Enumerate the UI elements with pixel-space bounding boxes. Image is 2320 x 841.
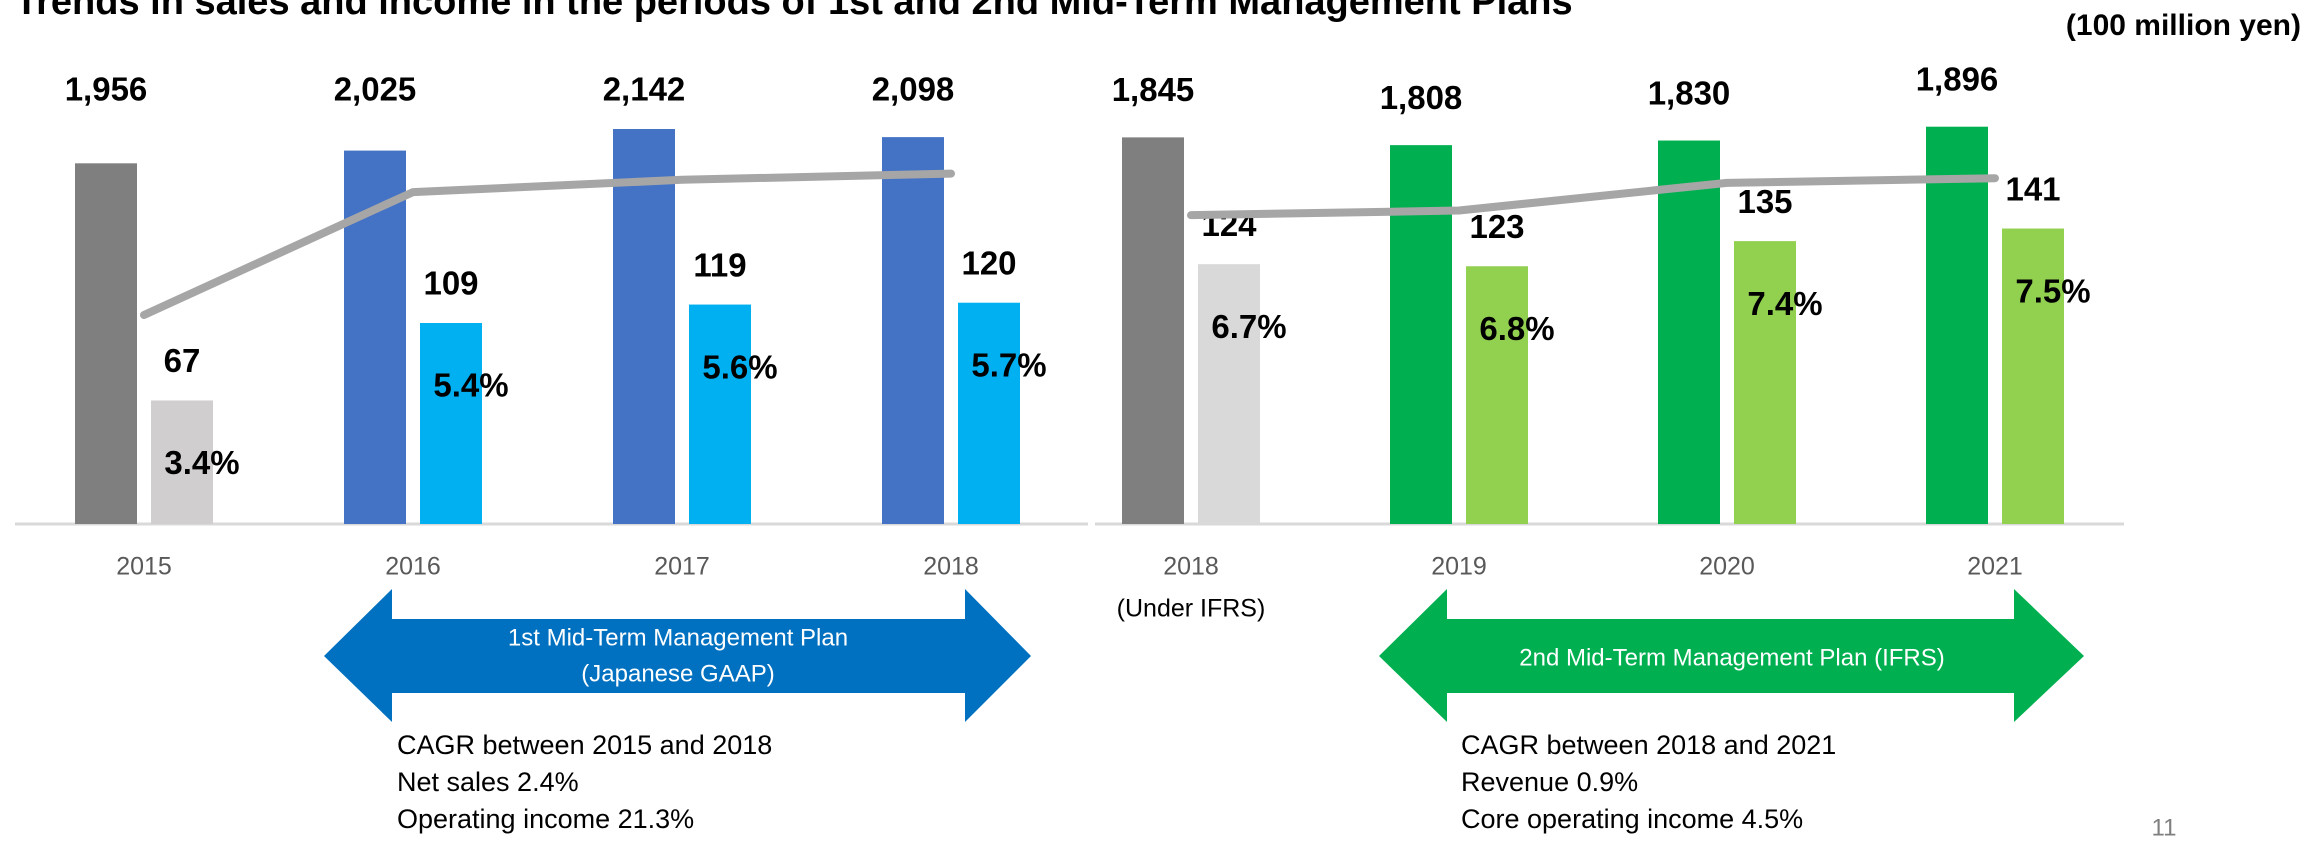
margin-label: 3.4% <box>164 444 239 481</box>
x-tick-label: 2017 <box>654 553 710 581</box>
bar-value-label: 2,142 <box>603 71 686 108</box>
bar <box>1658 140 1720 525</box>
unit-label: (100 million yen) <box>2066 9 2301 42</box>
x-tick-label: 2019 <box>1431 553 1487 581</box>
x-tick-label: 2020 <box>1699 553 1755 581</box>
plan-arrow <box>1379 589 2084 722</box>
bar-value-label: 119 <box>693 246 746 283</box>
bar-value-label: 1,896 <box>1916 60 1999 97</box>
margin-label: 6.8% <box>1479 310 1554 347</box>
bar <box>2002 228 2064 525</box>
bar <box>613 129 675 524</box>
bar <box>1466 266 1528 524</box>
bar <box>1390 145 1452 524</box>
margin-label: 5.6% <box>702 348 777 385</box>
plan-note: Revenue 0.9% <box>1461 767 1638 797</box>
x-tick-label: 2016 <box>385 553 441 581</box>
bar-value-label: 123 <box>1469 208 1524 245</box>
x-tick-label: 2015 <box>116 553 172 581</box>
plan-note: Operating income 21.3% <box>397 804 694 834</box>
margin-label: 5.4% <box>433 367 508 404</box>
bar <box>75 163 137 524</box>
margin-label: 5.7% <box>971 346 1046 383</box>
bar <box>689 304 751 524</box>
margin-line <box>140 169 955 320</box>
bar-value-label: 2,098 <box>872 71 955 108</box>
bar-value-label: 109 <box>423 265 478 302</box>
x-tick-label: 2018 <box>1163 553 1219 581</box>
margin-label: 7.5% <box>2015 272 2090 309</box>
margin-line <box>1187 174 1999 220</box>
bar-value-label: 1,956 <box>65 71 148 108</box>
bar-value-label: 1,808 <box>1380 79 1463 116</box>
bar-value-label: 120 <box>961 244 1016 281</box>
plan-note: Core operating income 4.5% <box>1461 804 1803 834</box>
bar <box>151 400 213 524</box>
margin-label: 7.4% <box>1747 285 1822 322</box>
bar <box>1198 264 1260 524</box>
plan-note: Net sales 2.4% <box>397 767 579 797</box>
bar-value-label: 67 <box>164 342 201 379</box>
bar <box>882 137 944 525</box>
bar-value-label: 135 <box>1737 183 1792 220</box>
plan-label: 2nd Mid-Term Management Plan (IFRS) <box>1519 644 1944 671</box>
bar-value-label: 2,025 <box>334 71 417 108</box>
plan-note: CAGR between 2018 and 2021 <box>1461 730 1836 760</box>
bar <box>958 302 1020 524</box>
bar <box>1122 137 1184 524</box>
x-tick-label: 2021 <box>1967 553 2023 581</box>
bar-value-label: 1,830 <box>1648 74 1731 111</box>
page-number: 11 <box>2152 814 2177 841</box>
bar <box>420 323 482 524</box>
bar <box>1926 126 1988 525</box>
bar-value-label: 141 <box>2005 170 2060 207</box>
plan-label: 1st Mid-Term Management Plan <box>508 624 848 651</box>
x-tick-label: 2018 <box>923 553 979 581</box>
x-tick-note: (Under IFRS) <box>1117 595 1266 623</box>
slide-title: Trends in sales and income in the period… <box>15 0 1573 23</box>
plan-note: CAGR between 2015 and 2018 <box>397 730 772 760</box>
margin-label: 6.7% <box>1211 308 1286 345</box>
plan-arrow <box>324 589 1031 722</box>
bar-value-label: 1,845 <box>1112 71 1195 108</box>
bar <box>1734 241 1796 524</box>
plan-label: (Japanese GAAP) <box>581 660 774 687</box>
